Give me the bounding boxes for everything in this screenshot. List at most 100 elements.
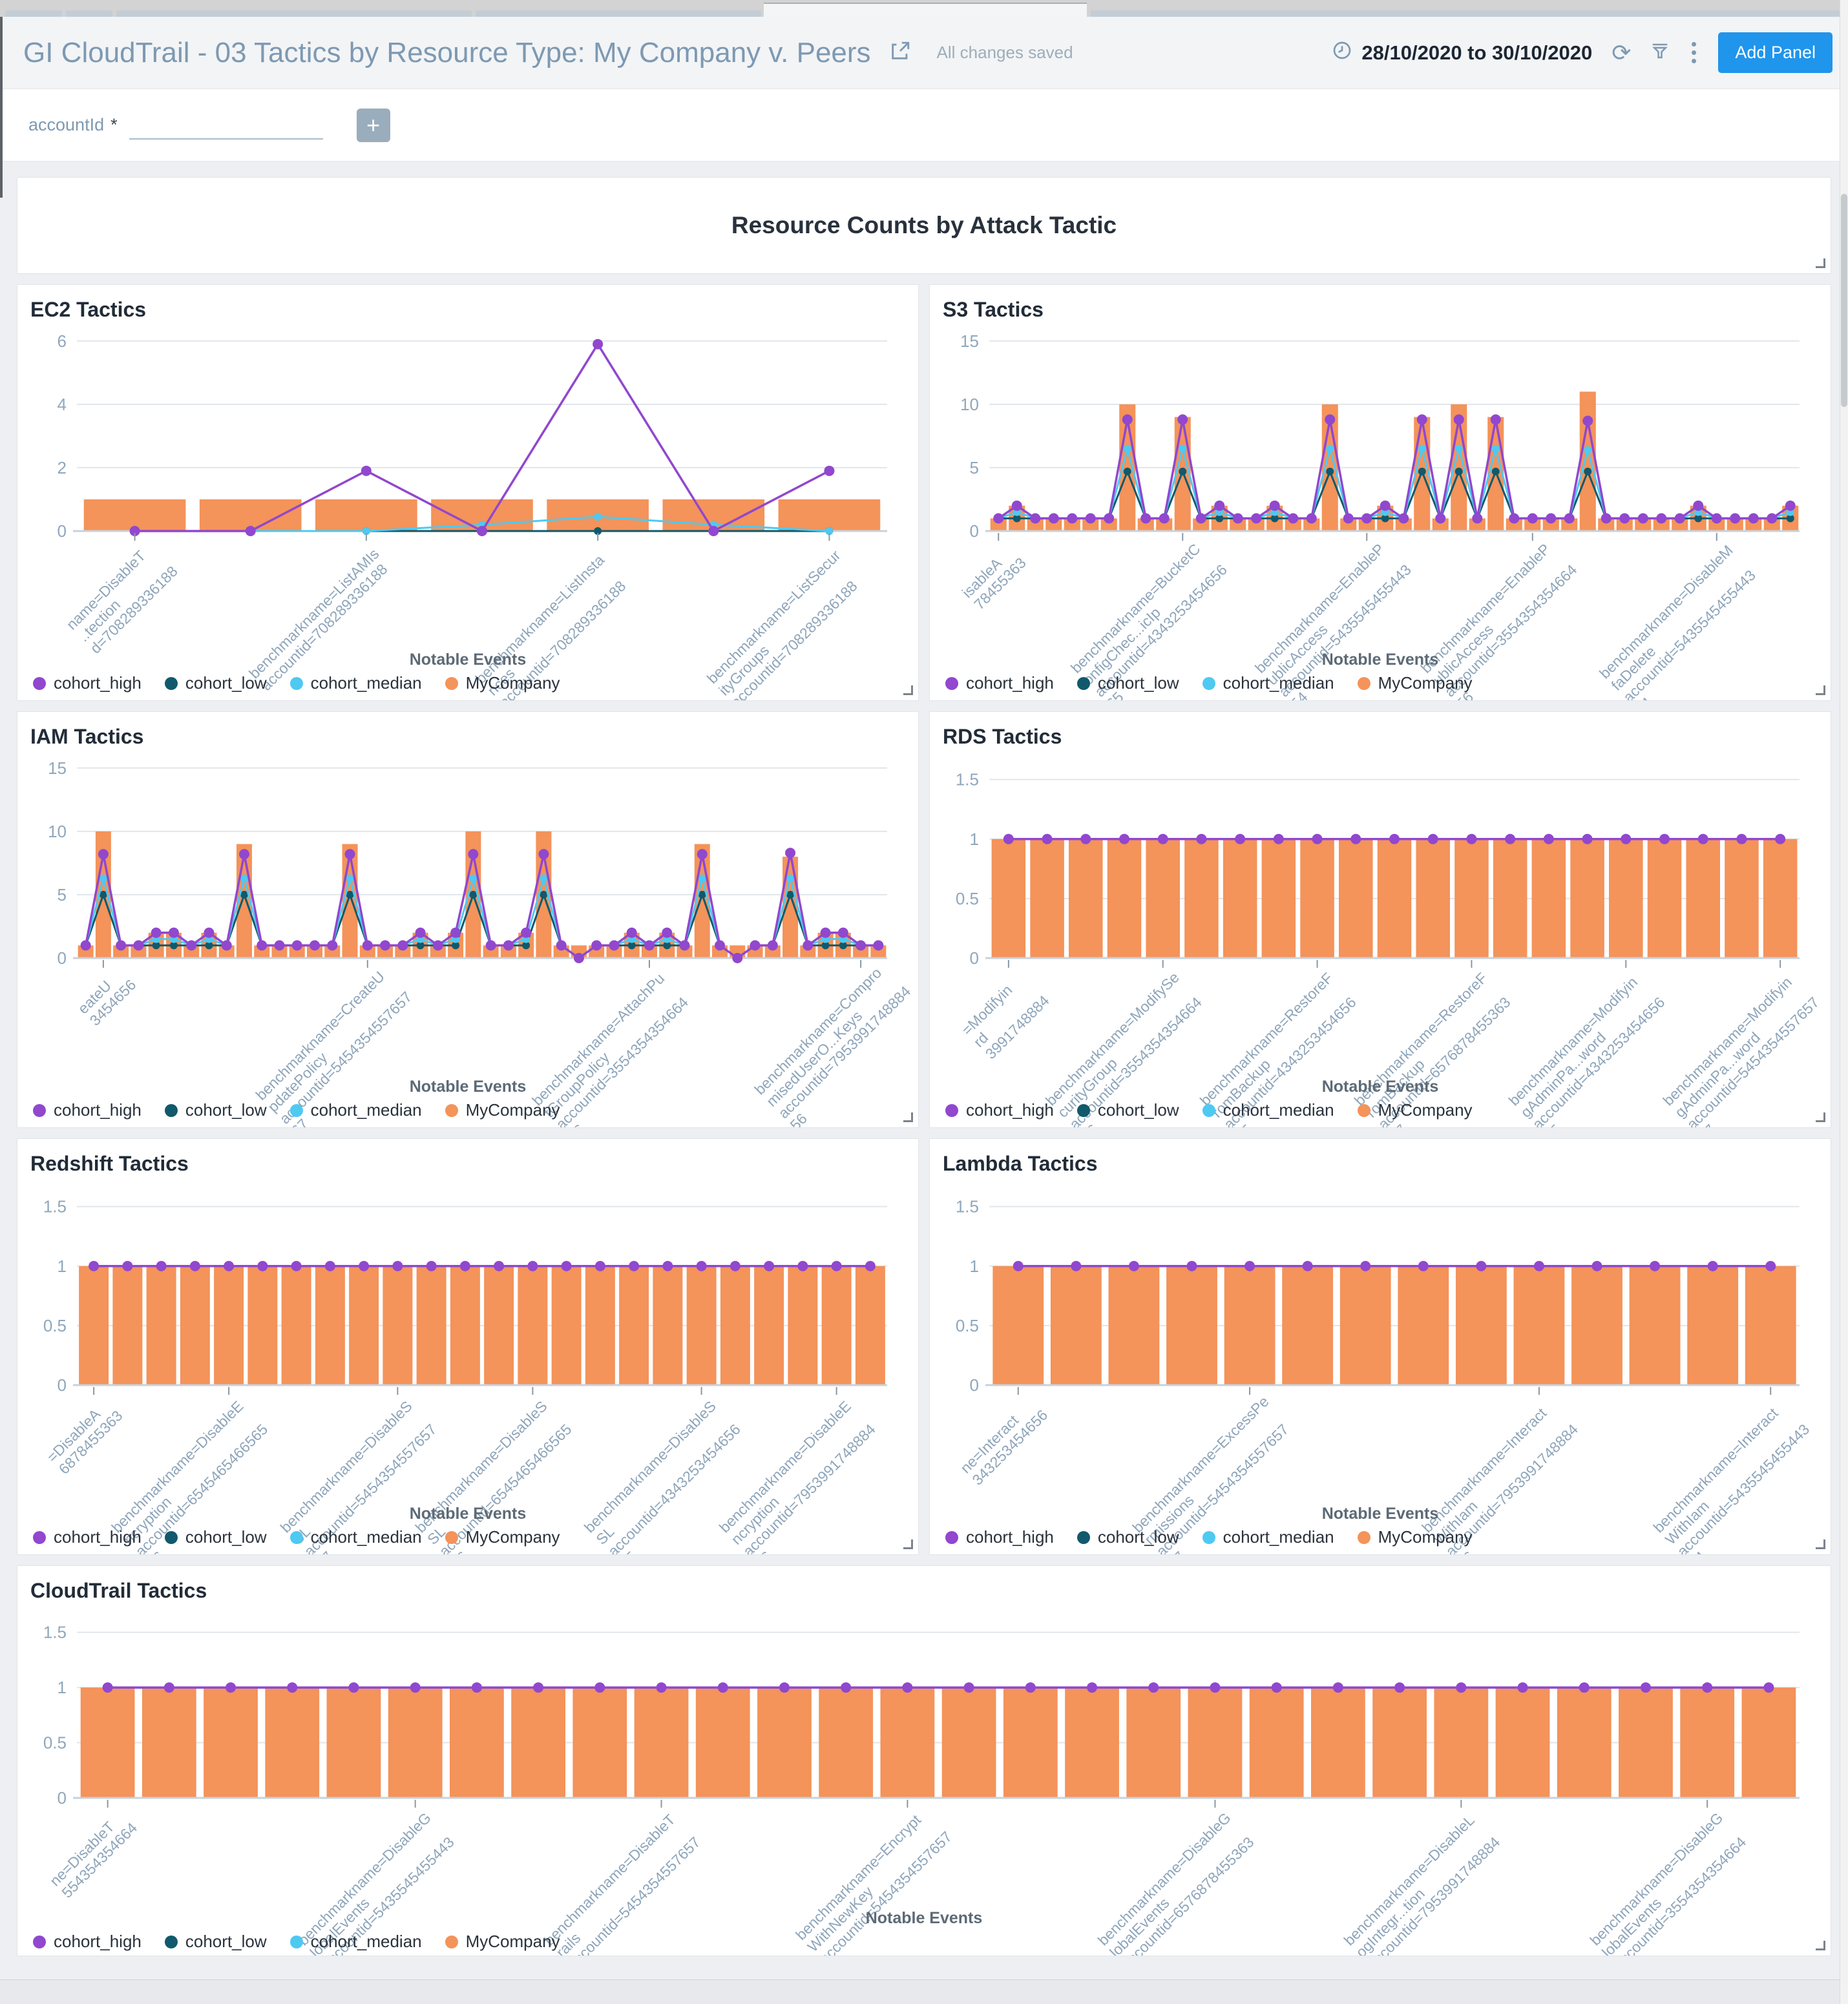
- legend-item-cohort_low[interactable]: cohort_low: [1076, 1527, 1179, 1547]
- scrollbar[interactable]: [1840, 0, 1848, 2004]
- legend-item-cohort_median[interactable]: cohort_median: [289, 1527, 422, 1547]
- svg-text:6: 6: [58, 331, 67, 351]
- filter-icon[interactable]: [1650, 41, 1670, 65]
- accountid-input[interactable]: [129, 110, 323, 140]
- data-point: [1325, 414, 1336, 425]
- legend-label: cohort_low: [1097, 1100, 1179, 1120]
- legend-label: cohort_high: [966, 1527, 1054, 1547]
- data-point: [1543, 833, 1554, 844]
- legend-label: cohort_median: [1223, 1527, 1334, 1547]
- legend-item-cohort_low[interactable]: cohort_low: [164, 1100, 267, 1120]
- legend-item-cohort_low[interactable]: cohort_low: [164, 1932, 267, 1952]
- data-point: [1067, 513, 1078, 524]
- resize-handle-icon[interactable]: [903, 1540, 913, 1549]
- legend-item-cohort_high[interactable]: cohort_high: [945, 1527, 1054, 1547]
- add-filter-value-button[interactable]: +: [356, 108, 390, 142]
- data-point: [1546, 513, 1557, 524]
- add-panel-button[interactable]: Add Panel: [1718, 32, 1832, 73]
- legend-item-MyCompany[interactable]: MyCompany: [445, 673, 560, 693]
- data-point: [1786, 514, 1794, 523]
- legend-color-dot: [945, 676, 958, 690]
- data-point: [1591, 1260, 1602, 1271]
- x-tick-label: ne=DisableT554354354664: [47, 1807, 140, 1901]
- legend-item-cohort_low[interactable]: cohort_low: [1076, 673, 1179, 693]
- resize-handle-icon[interactable]: [1816, 685, 1825, 695]
- legend-item-cohort_median[interactable]: cohort_median: [1202, 1100, 1334, 1120]
- export-icon[interactable]: [889, 40, 911, 65]
- browser-tab[interactable]: [66, 10, 112, 17]
- legend-item-MyCompany[interactable]: MyCompany: [445, 1932, 560, 1952]
- legend-item-MyCompany[interactable]: MyCompany: [1357, 673, 1473, 693]
- scrollbar-thumb[interactable]: [1841, 194, 1847, 407]
- data-point: [662, 927, 673, 938]
- x-tick-label: eateU3454656: [74, 965, 139, 1029]
- legend-item-MyCompany[interactable]: MyCompany: [1357, 1100, 1473, 1120]
- legend-item-cohort_median[interactable]: cohort_median: [289, 1932, 422, 1952]
- data-point: [151, 927, 162, 938]
- chart-svg[interactable]: 00.511.5=DisableA6878455363benchmarkname…: [30, 1178, 905, 1554]
- legend-item-cohort_high[interactable]: cohort_high: [945, 1100, 1054, 1120]
- legend-item-cohort_high[interactable]: cohort_high: [945, 673, 1054, 693]
- legend-item-cohort_low[interactable]: cohort_low: [1076, 1100, 1179, 1120]
- bar: [180, 1266, 210, 1385]
- legend-item-MyCompany[interactable]: MyCompany: [445, 1527, 560, 1547]
- data-point: [1398, 513, 1409, 524]
- chart-svg[interactable]: 00.511.5=Modifyinrd3991748884benchmarkna…: [943, 751, 1822, 1127]
- data-point: [397, 940, 408, 951]
- legend-label: MyCompany: [465, 1932, 560, 1951]
- resize-handle-icon[interactable]: [903, 685, 913, 695]
- resize-handle-icon[interactable]: [1816, 1112, 1825, 1122]
- legend-item-MyCompany[interactable]: MyCompany: [1357, 1527, 1473, 1547]
- bar: [1763, 839, 1798, 958]
- chart-svg[interactable]: 0 2 4 6 name=DisableT..tectiond=708289336188…: [30, 324, 905, 700]
- legend-item-cohort_median[interactable]: cohort_median: [289, 1100, 422, 1120]
- data-point: [1013, 514, 1021, 523]
- data-point: [1697, 833, 1708, 844]
- data-point: [786, 890, 795, 899]
- data-point: [1579, 1682, 1590, 1693]
- browser-tab[interactable]: [1091, 10, 1840, 17]
- bar: [112, 1266, 143, 1385]
- browser-tab[interactable]: [116, 10, 472, 17]
- data-point: [1767, 513, 1778, 524]
- legend-item-cohort_high[interactable]: cohort_high: [33, 1527, 142, 1547]
- legend-item-cohort_median[interactable]: cohort_median: [1202, 673, 1334, 693]
- time-range-picker[interactable]: 28/10/2020 to 30/10/2020: [1332, 40, 1592, 66]
- bar: [80, 1687, 135, 1798]
- legend-item-cohort_high[interactable]: cohort_high: [33, 673, 142, 693]
- data-point: [764, 1260, 775, 1271]
- bar: [686, 1266, 717, 1385]
- resize-handle-icon[interactable]: [1816, 258, 1825, 268]
- browser-tab[interactable]: [5, 10, 62, 17]
- data-point: [415, 927, 426, 938]
- resize-handle-icon[interactable]: [1816, 1540, 1825, 1549]
- browser-tab[interactable]: [476, 10, 761, 17]
- refresh-icon[interactable]: ⟳: [1612, 39, 1632, 66]
- kebab-menu-icon[interactable]: [1689, 39, 1699, 66]
- legend-item-cohort_high[interactable]: cohort_high: [33, 1100, 142, 1120]
- resize-handle-icon[interactable]: [1816, 1941, 1825, 1950]
- resize-handle-icon[interactable]: [903, 1112, 913, 1122]
- bar: [585, 1266, 615, 1385]
- data-point: [1148, 1682, 1159, 1693]
- chart-area: 0 2 4 6 name=DisableT..tectiond=708289336188…: [30, 324, 905, 700]
- data-point: [573, 953, 584, 963]
- data-point: [1453, 414, 1464, 425]
- legend-item-cohort_median[interactable]: cohort_median: [1202, 1527, 1334, 1547]
- legend-item-cohort_high[interactable]: cohort_high: [33, 1932, 142, 1952]
- legend-item-cohort_median[interactable]: cohort_median: [289, 673, 422, 693]
- chart-svg[interactable]: 00.511.5ne=DisableT554354354664 benchmark…: [30, 1605, 1818, 1956]
- legend-item-cohort_low[interactable]: cohort_low: [164, 673, 267, 693]
- legend-item-cohort_low[interactable]: cohort_low: [164, 1527, 267, 1547]
- data-point: [204, 927, 215, 938]
- legend-item-MyCompany[interactable]: MyCompany: [445, 1100, 560, 1120]
- chart-panel-ec2: EC2 Tactics 0 2 4 6 name=DisableT..tectiond=…: [17, 284, 919, 701]
- bar: [1579, 391, 1596, 531]
- chart-svg[interactable]: 00.511.5ne=Interact343253454656 benchmark…: [943, 1178, 1818, 1554]
- legend-label: MyCompany: [1378, 1527, 1473, 1547]
- bar: [1282, 1266, 1334, 1385]
- browser-tab-active[interactable]: [764, 3, 1087, 17]
- data-point: [122, 1260, 133, 1271]
